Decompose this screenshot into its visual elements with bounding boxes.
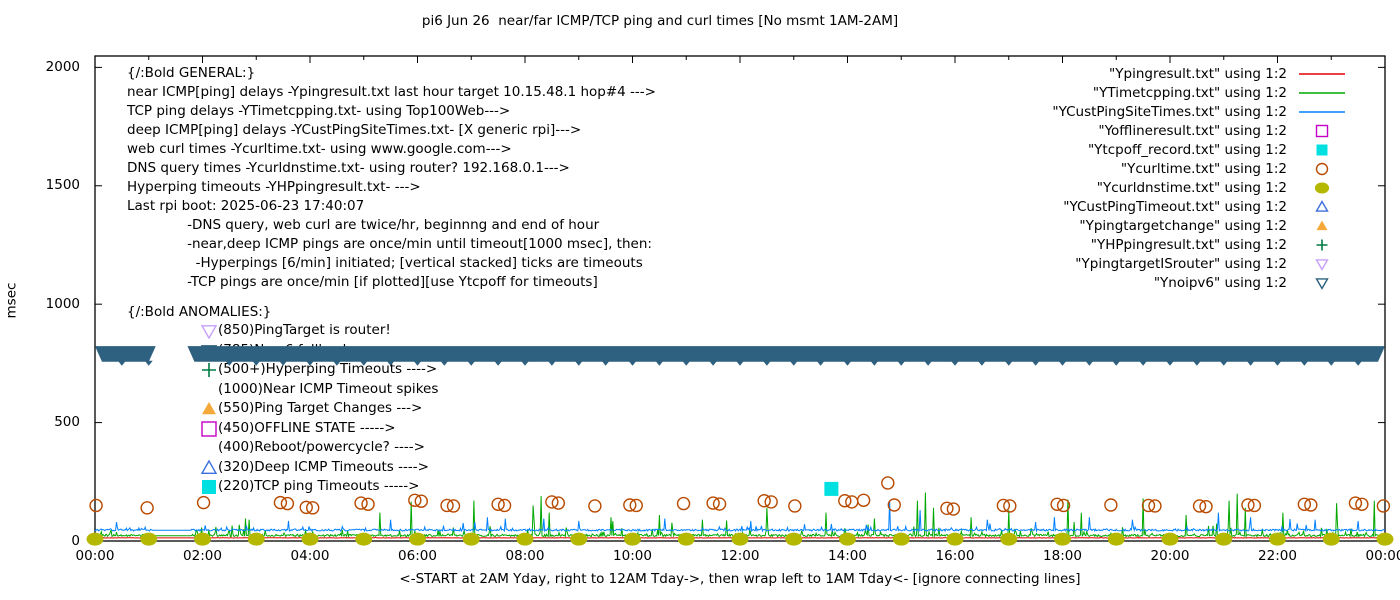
legend-entry: "YTimetcpping.txt" using 1:2 <box>1052 83 1347 102</box>
general-line: TCP ping delays -YTimetcpping.txt- using… <box>127 103 511 119</box>
y-tick-label: 2000 <box>45 58 80 75</box>
anomaly-item: (785)No v6 fallback <box>200 341 438 361</box>
anomaly-text: (400)Reboot/powercycle? ----> <box>218 439 425 456</box>
anomalies-header: {/:Bold ANOMALIES:} <box>127 304 272 320</box>
x-tick-label: 14:00 <box>828 548 867 564</box>
anomaly-item: (1000)Near ICMP Timeout spikes <box>201 380 438 400</box>
plus-legend-icon <box>1316 239 1328 250</box>
square-open-legend-icon <box>1315 124 1329 137</box>
x-tick-label: 12:00 <box>720 548 760 564</box>
general-line: -TCP pings are once/min [if plotted][use… <box>127 274 598 290</box>
anomaly-item: (320)Deep ICMP Timeouts ----> <box>200 458 438 478</box>
triangle-down-open-marker-icon <box>200 322 218 340</box>
general-line: -near,deep ICMP pings are once/min until… <box>127 236 652 252</box>
x-tick-label: 10:00 <box>613 548 652 564</box>
legend-label: "Ycurltime.txt" using 1:2 <box>1120 160 1287 177</box>
legend-entry: "Ycurltime.txt" using 1:2 <box>1052 159 1347 178</box>
general-line: deep ICMP[ping] delays -YCustPingSiteTim… <box>127 122 582 138</box>
x-tick-label: 00:00 <box>1365 548 1400 564</box>
square-filled-marker-icon <box>201 478 218 495</box>
legend-label: "Ycurldnstime.txt" using 1:2 <box>1096 179 1287 196</box>
general-line: Last rpi boot: 2025-06-23 17:40:07 <box>127 198 365 214</box>
legend-entry: "Ytcpoff_record.txt" using 1:2 <box>1052 140 1347 159</box>
general-line: Hyperping timeouts -YHPpingresult.txt- -… <box>127 179 421 195</box>
legend-entry: "Yofflineresult.txt" using 1:2 <box>1052 121 1347 140</box>
anomaly-item: (450)OFFLINE STATE -----> <box>201 419 438 439</box>
x-tick-label: 04:00 <box>290 548 330 564</box>
legend-label: "Yofflineresult.txt" using 1:2 <box>1098 122 1287 139</box>
legend-entry: "Ynoipv6" using 1:2 <box>1052 273 1347 292</box>
general-line: -DNS query, web curl are twice/hr, begin… <box>127 217 600 233</box>
anomaly-text: (320)Deep ICMP Timeouts ----> <box>218 458 429 475</box>
anomaly-text: (550)Ping Target Changes ---> <box>218 400 423 417</box>
general-header: {/:Bold GENERAL:} <box>127 65 256 81</box>
legend-label: "Ynoipv6" using 1:2 <box>1153 274 1287 291</box>
legend-entry: "Ypingtargetchange" using 1:2 <box>1052 216 1347 235</box>
triangle-down-open-legend-icon <box>1315 277 1329 290</box>
general-line: web curl times -Ycurltime.txt- using www… <box>127 141 512 157</box>
legend-label: "YHPpingresult.txt" using 1:2 <box>1090 236 1287 253</box>
anomaly-text: (1000)Near ICMP Timeout spikes <box>218 380 439 397</box>
anomaly-item: (500+)Hyperping Timeouts ----> <box>201 360 438 380</box>
triangle-up-filled-legend-icon <box>1316 220 1328 230</box>
anomaly-text: (850)PingTarget is router! <box>218 322 391 339</box>
circle-filled-legend-icon <box>1314 182 1330 193</box>
page-title: pi6 Jun 26 near/far ICMP/TCP ping and cu… <box>421 13 899 29</box>
anomaly-text: (450)OFFLINE STATE -----> <box>218 419 396 436</box>
general-notes: {/:Bold GENERAL:} near ICMP[ping] delays … <box>127 64 656 292</box>
x-tick-label: 18:00 <box>1043 548 1082 564</box>
x-axis-label: <-START at 2AM Yday, right to 12AM Tday-… <box>399 571 1081 587</box>
legend-label: "YpingtargetISrouter" using 1:2 <box>1075 255 1287 272</box>
legend-entry: "YpingtargetISrouter" using 1:2 <box>1052 254 1347 273</box>
legend-entry: "YHPpingresult.txt" using 1:2 <box>1052 235 1347 254</box>
triangle-down-open-legend-icon <box>1315 258 1329 271</box>
anomaly-item: (550)Ping Target Changes ---> <box>201 399 438 419</box>
x-tick-label: 02:00 <box>183 548 222 564</box>
anomaly-item: (220)TCP ping Timeouts -----> <box>201 477 438 497</box>
legend-label: "Ypingresult.txt" using 1:2 <box>1109 65 1287 82</box>
y-tick-label: 1500 <box>45 177 80 194</box>
general-line: -Hyperpings [6/min] initiated; [vertical… <box>127 255 643 271</box>
legend-label: "YCustPingTimeout.txt" using 1:2 <box>1063 198 1287 215</box>
legend-label: "YTimetcpping.txt" using 1:2 <box>1092 84 1287 101</box>
x-tick-label: 06:00 <box>398 548 437 564</box>
legend-entry: "YCustPingTimeout.txt" using 1:2 <box>1052 197 1347 216</box>
legend-label: "Ypingtargetchange" using 1:2 <box>1079 217 1287 234</box>
square-filled-legend-icon <box>1316 144 1328 155</box>
y-tick-label: 1000 <box>45 295 80 312</box>
anomalies-list: (850)PingTarget is router! (785)No v6 fal… <box>200 321 438 497</box>
anomaly-text: (785)No v6 fallback <box>218 341 351 358</box>
triangle-up-open-marker-icon <box>200 459 218 476</box>
legend-entry: "Ypingresult.txt" using 1:2 <box>1052 64 1347 83</box>
circle-open-legend-icon <box>1315 162 1329 175</box>
y-tick-label: 500 <box>54 414 80 431</box>
legend-label: "YCustPingSiteTimes.txt" using 1:2 <box>1052 103 1287 120</box>
x-tick-label: 00:00 <box>75 548 115 564</box>
anomaly-item: (400)Reboot/powercycle? ----> <box>201 438 438 458</box>
x-tick-label: 08:00 <box>505 548 545 564</box>
triangle-up-filled-marker-icon <box>201 400 218 417</box>
legend-label: "Ytcpoff_record.txt" using 1:2 <box>1087 141 1287 158</box>
line-legend-icon <box>1299 91 1345 94</box>
legend-entry: "YCustPingSiteTimes.txt" using 1:2 <box>1052 102 1347 121</box>
triangle-up-open-legend-icon <box>1315 199 1329 212</box>
y-tick-label: 0 <box>71 532 80 549</box>
anomaly-item: (850)PingTarget is router! <box>200 321 438 341</box>
general-line: DNS query times -Ycurldnstime.txt- using… <box>127 160 570 176</box>
general-line: near ICMP[ping] delays -Ypingresult.txt … <box>127 84 656 100</box>
line-legend-icon <box>1299 110 1345 113</box>
x-tick-label: 20:00 <box>1150 548 1190 564</box>
plus-marker-icon <box>201 361 218 378</box>
legend: "Ypingresult.txt" using 1:2 "YTimetcpping… <box>1052 64 1347 292</box>
square-open-marker-icon <box>201 420 218 437</box>
anomaly-text: (500+)Hyperping Timeouts ----> <box>218 361 438 378</box>
triangle-down-open-marker-icon <box>200 342 218 360</box>
x-tick-label: 22:00 <box>1258 548 1297 564</box>
anomaly-text: (220)TCP ping Timeouts -----> <box>218 478 420 495</box>
x-tick-label: 16:00 <box>935 548 975 564</box>
legend-entry: "Ycurldnstime.txt" using 1:2 <box>1052 178 1347 197</box>
line-legend-icon <box>1299 72 1345 75</box>
